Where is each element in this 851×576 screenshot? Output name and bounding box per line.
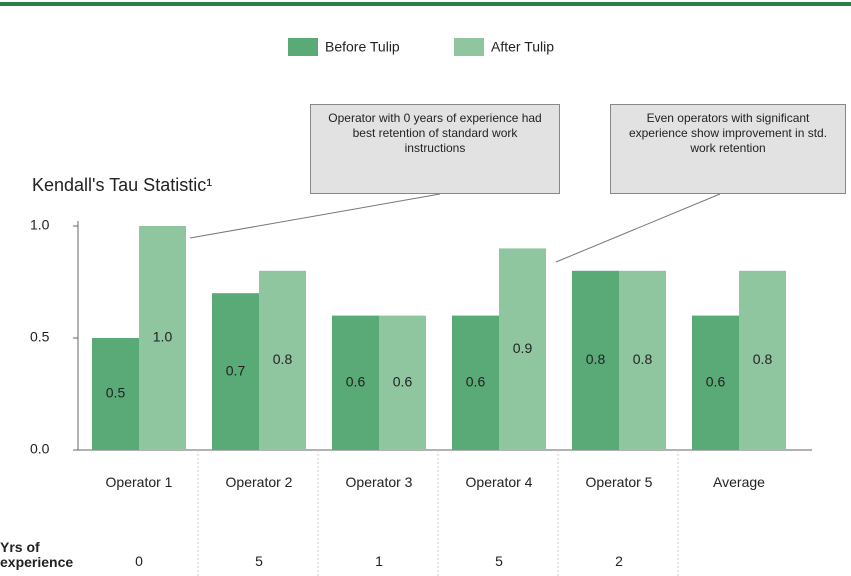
- callout-line: [555, 193, 721, 263]
- experience-value: 1: [375, 553, 383, 569]
- y-tick-label: 1.0: [30, 217, 50, 233]
- experience-value: 5: [495, 553, 503, 569]
- legend-label: Before Tulip: [325, 39, 400, 55]
- legend-swatch: [454, 38, 484, 56]
- value-label: 0.6: [706, 374, 726, 390]
- bar: [212, 293, 259, 450]
- x-tick-label: Operator 4: [465, 474, 533, 490]
- value-label: 0.8: [633, 351, 653, 367]
- bar: [692, 315, 739, 450]
- y-tick-label: 0.5: [30, 329, 50, 345]
- bar: [332, 315, 379, 450]
- annotation: Even operators with significant experien…: [610, 104, 846, 194]
- x-tick-label: Operator 5: [585, 474, 653, 490]
- bar: [499, 248, 546, 450]
- value-label: 0.5: [106, 385, 126, 401]
- x-tick-label: Average: [713, 474, 765, 490]
- value-label: 0.6: [466, 374, 486, 390]
- callout-line: [189, 193, 441, 239]
- experience-value: 5: [255, 553, 263, 569]
- legend-label: After Tulip: [491, 39, 554, 55]
- value-label: 0.7: [226, 362, 246, 378]
- legend-swatch: [288, 38, 318, 56]
- value-label: 0.8: [273, 351, 293, 367]
- experience-value: 2: [615, 553, 623, 569]
- bar: [619, 270, 666, 450]
- bar: [92, 338, 139, 450]
- bar: [452, 315, 499, 450]
- bar: [379, 315, 426, 450]
- value-label: 0.8: [753, 351, 773, 367]
- x-tick-label: Operator 1: [105, 474, 173, 490]
- value-label: 0.8: [586, 351, 606, 367]
- annotation: Operator with 0 years of experience had …: [310, 104, 560, 194]
- bar: [739, 270, 786, 450]
- value-label: 0.6: [346, 374, 366, 390]
- top-rule: [0, 2, 851, 6]
- y-tick-label: 0.0: [30, 441, 50, 457]
- bar: [572, 270, 619, 450]
- experience-value: 0: [135, 553, 143, 569]
- value-label: 0.6: [393, 374, 413, 390]
- bar: [259, 270, 306, 450]
- bar: [139, 226, 186, 450]
- y-axis-title: Kendall's Tau Statistic¹: [32, 175, 212, 195]
- row-label: Yrs of experience: [0, 539, 74, 570]
- value-label: 0.9: [513, 340, 533, 356]
- x-tick-label: Operator 2: [225, 474, 293, 490]
- x-tick-label: Operator 3: [345, 474, 413, 490]
- value-label: 1.0: [153, 329, 173, 345]
